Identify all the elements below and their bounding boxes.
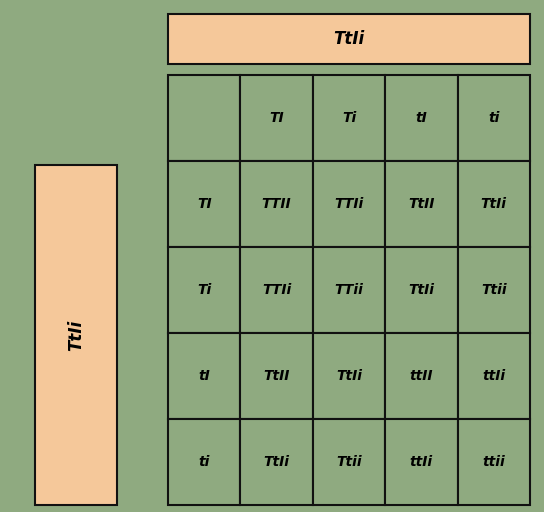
Text: ttii: ttii <box>483 455 505 469</box>
Text: TtIi: TtIi <box>336 369 362 383</box>
Bar <box>385 419 458 505</box>
Bar <box>313 333 385 419</box>
Text: TI: TI <box>269 111 284 125</box>
Text: TtII: TtII <box>263 369 290 383</box>
Bar <box>240 333 313 419</box>
Bar <box>168 14 530 64</box>
Bar <box>168 419 240 505</box>
Bar <box>385 333 458 419</box>
Bar <box>458 247 530 333</box>
Text: Ttii: Ttii <box>336 455 362 469</box>
Bar <box>35 165 117 505</box>
Text: ti: ti <box>488 111 499 125</box>
Text: TtIi: TtIi <box>333 30 364 48</box>
Bar <box>168 333 240 419</box>
Text: TtIi: TtIi <box>264 455 289 469</box>
Text: TtIi: TtIi <box>67 319 85 351</box>
Bar <box>458 161 530 247</box>
Bar <box>313 247 385 333</box>
Bar <box>240 419 313 505</box>
Text: TtIi: TtIi <box>409 283 435 297</box>
Bar <box>458 333 530 419</box>
Text: ttII: ttII <box>410 369 433 383</box>
Text: ti: ti <box>199 455 210 469</box>
Text: tI: tI <box>416 111 427 125</box>
Bar <box>385 75 458 161</box>
Bar <box>240 75 313 161</box>
Text: TI: TI <box>197 197 212 211</box>
Text: TTii: TTii <box>335 283 363 297</box>
Text: tI: tI <box>199 369 210 383</box>
Bar <box>240 161 313 247</box>
Text: Ti: Ti <box>197 283 211 297</box>
Bar <box>458 419 530 505</box>
Text: Ti: Ti <box>342 111 356 125</box>
Bar <box>458 75 530 161</box>
Text: TTIi: TTIi <box>335 197 363 211</box>
Bar <box>168 247 240 333</box>
Bar <box>313 419 385 505</box>
Bar <box>240 247 313 333</box>
Bar <box>313 75 385 161</box>
Text: Ttii: Ttii <box>481 283 506 297</box>
Text: TTIi: TTIi <box>262 283 291 297</box>
Text: ttIi: ttIi <box>410 455 433 469</box>
Bar <box>168 161 240 247</box>
Bar <box>313 161 385 247</box>
Bar <box>385 247 458 333</box>
Text: ttIi: ttIi <box>482 369 505 383</box>
Bar <box>168 75 240 161</box>
Bar <box>385 161 458 247</box>
Text: TtII: TtII <box>408 197 435 211</box>
Text: TTII: TTII <box>262 197 292 211</box>
Text: TtIi: TtIi <box>481 197 507 211</box>
